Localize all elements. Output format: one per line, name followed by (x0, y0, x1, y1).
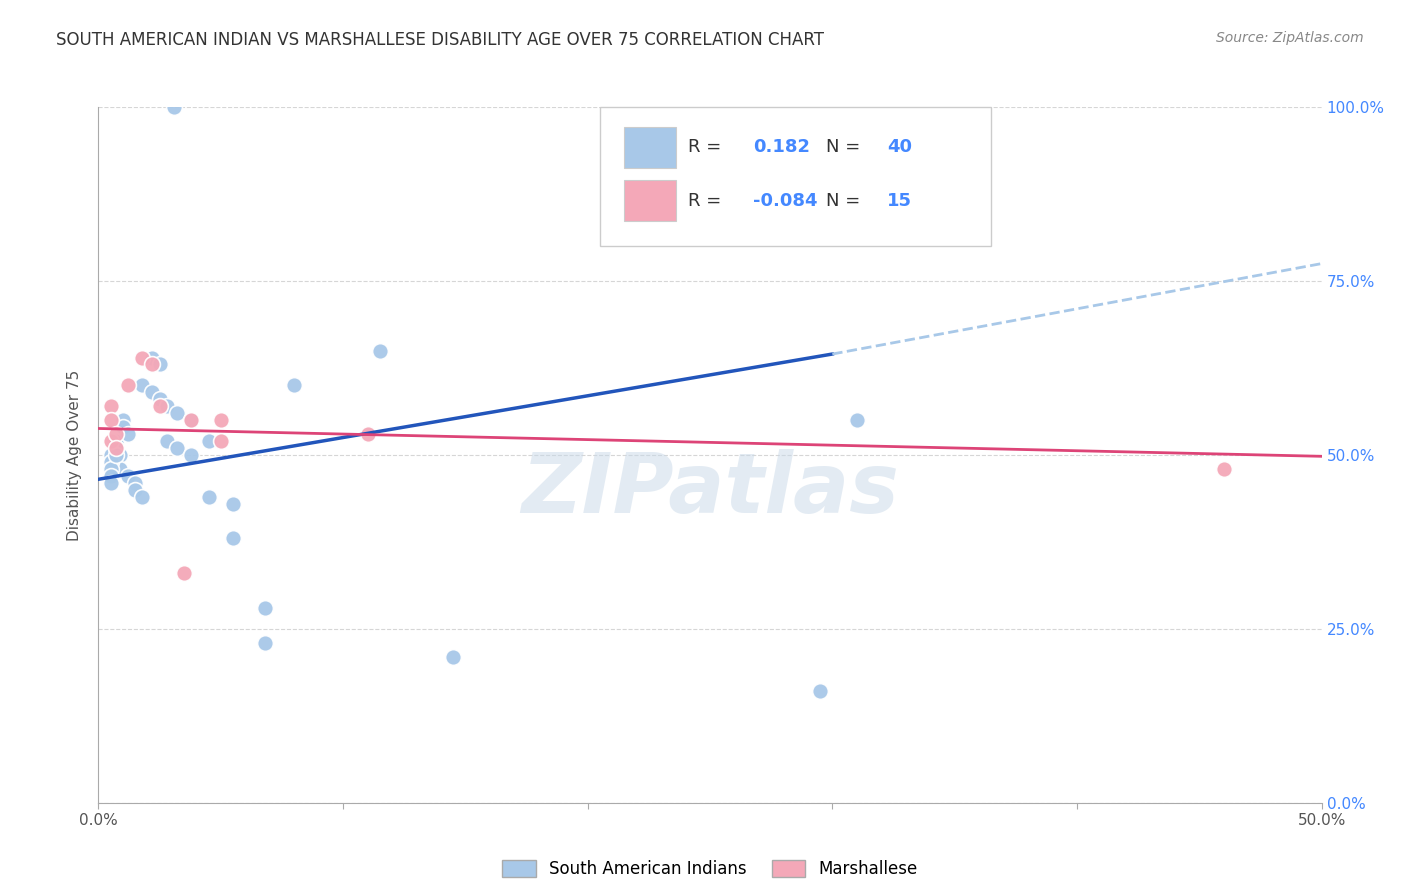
FancyBboxPatch shape (600, 107, 991, 246)
Legend: South American Indians, Marshallese: South American Indians, Marshallese (496, 854, 924, 885)
Text: N =: N = (827, 138, 866, 156)
Point (124, 483, 146, 497)
Text: R =: R = (688, 192, 727, 210)
Point (209, 413, 232, 427)
Point (104, 441, 127, 455)
Point (149, 392, 172, 407)
Text: Source: ZipAtlas.com: Source: ZipAtlas.com (1216, 31, 1364, 45)
Point (100, 448, 122, 462)
Point (166, 441, 188, 455)
Point (441, 649, 464, 664)
Point (100, 475, 122, 490)
Point (180, 413, 202, 427)
Y-axis label: Disability Age Over 75: Disability Age Over 75 (67, 369, 83, 541)
Point (356, 427, 378, 442)
Point (131, 490, 153, 504)
Text: ZIPatlas: ZIPatlas (522, 450, 898, 530)
Text: 40: 40 (887, 138, 912, 156)
FancyBboxPatch shape (624, 127, 676, 168)
Point (111, 420, 134, 434)
Text: 15: 15 (887, 192, 912, 210)
Point (104, 441, 127, 455)
Text: N =: N = (827, 192, 866, 210)
Point (166, 406, 188, 420)
Point (117, 468, 139, 483)
Text: 0.182: 0.182 (752, 138, 810, 156)
Point (100, 413, 122, 427)
Point (124, 475, 146, 490)
Point (104, 427, 127, 442)
Point (173, 566, 195, 581)
Point (104, 448, 127, 462)
Point (110, 448, 132, 462)
Point (100, 455, 122, 469)
Point (156, 434, 179, 448)
Point (149, 358, 172, 372)
Point (845, 413, 868, 427)
Text: -0.084: -0.084 (752, 192, 817, 210)
Point (131, 378, 153, 392)
Point (100, 399, 122, 413)
Point (1212, 462, 1234, 476)
Point (283, 378, 305, 392)
Point (180, 413, 202, 427)
Point (100, 434, 122, 448)
Text: R =: R = (688, 138, 727, 156)
Point (222, 532, 245, 546)
Point (222, 497, 245, 511)
Point (180, 448, 202, 462)
Point (141, 358, 163, 372)
Point (111, 413, 134, 427)
Point (131, 351, 153, 365)
Text: SOUTH AMERICAN INDIAN VS MARSHALLESE DISABILITY AGE OVER 75 CORRELATION CHART: SOUTH AMERICAN INDIAN VS MARSHALLESE DIS… (56, 31, 824, 49)
Point (117, 427, 139, 442)
Point (209, 434, 232, 448)
Point (141, 385, 163, 400)
Point (100, 462, 122, 476)
FancyBboxPatch shape (624, 180, 676, 221)
Point (149, 399, 172, 413)
Point (197, 490, 219, 504)
Point (368, 343, 391, 358)
Point (253, 601, 276, 615)
Point (253, 636, 276, 650)
Point (141, 351, 163, 365)
Point (808, 684, 831, 698)
Point (197, 434, 219, 448)
Point (163, 100, 186, 114)
Point (110, 462, 132, 476)
Point (117, 378, 139, 392)
Point (156, 399, 179, 413)
Point (104, 434, 127, 448)
Point (100, 468, 122, 483)
